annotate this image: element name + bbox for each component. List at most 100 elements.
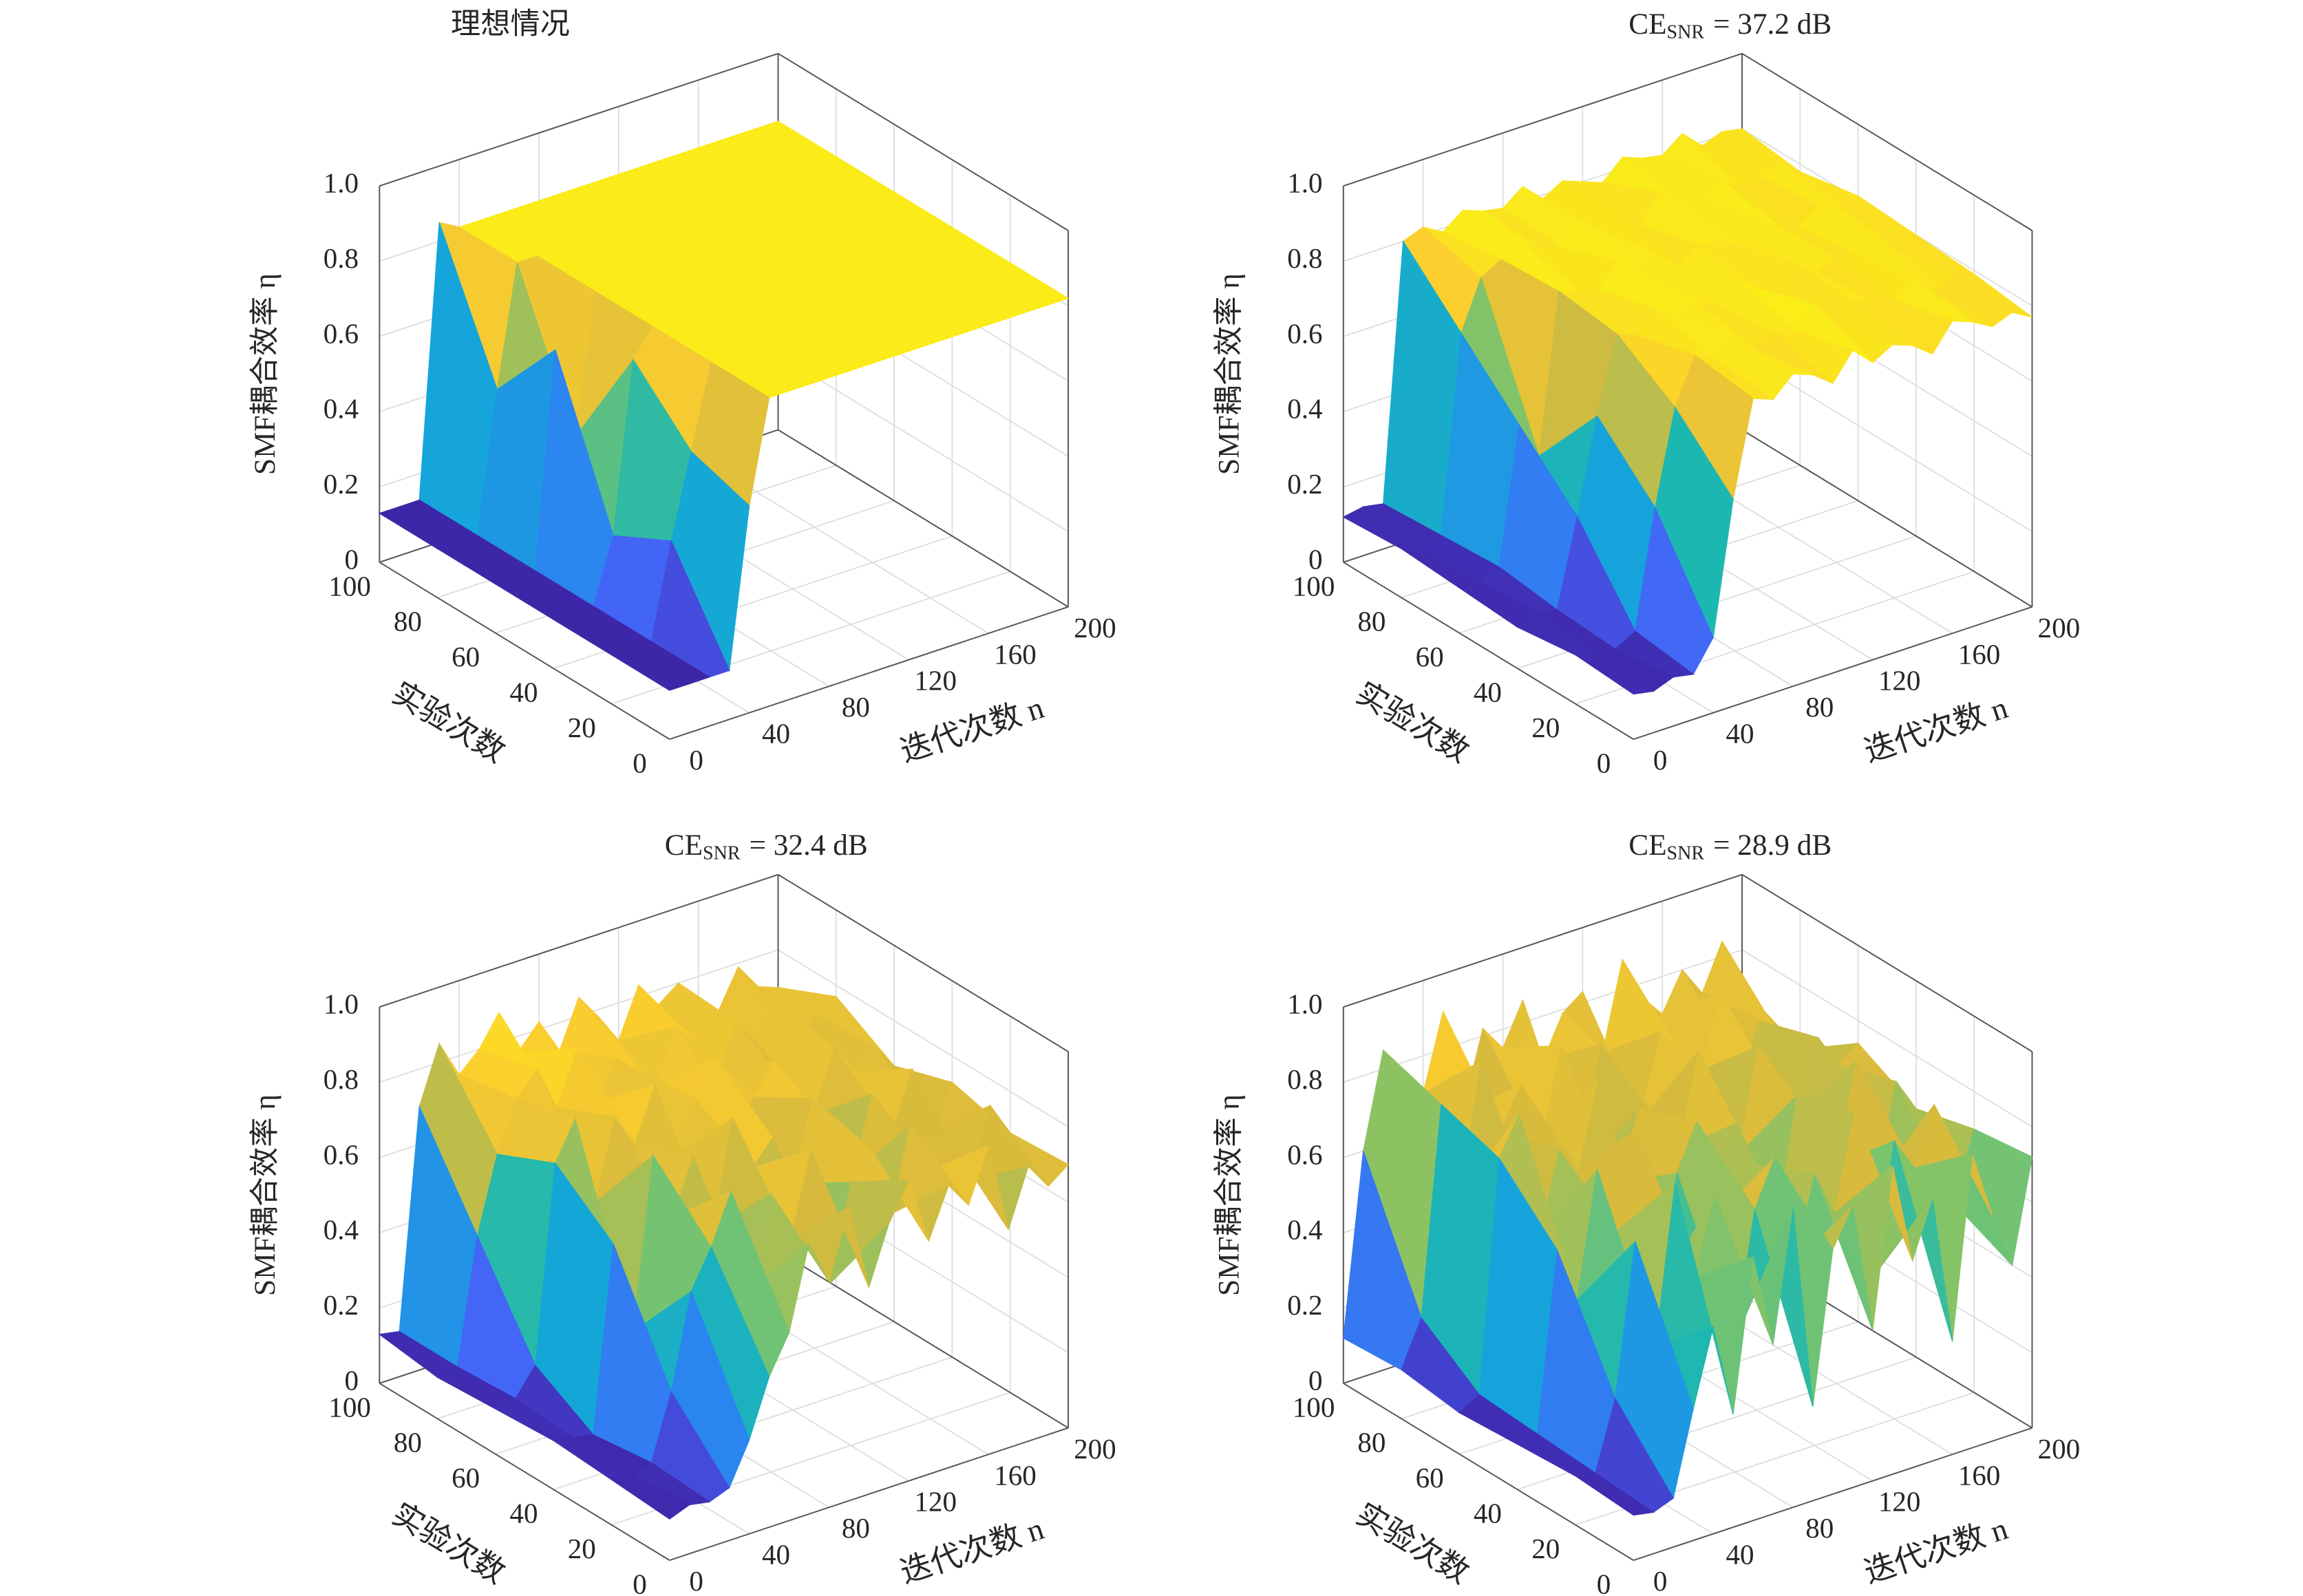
- title-subscript: SNR: [1667, 843, 1705, 864]
- title-main: CE: [1628, 829, 1666, 862]
- z-tick-label: 0.2: [1287, 468, 1322, 500]
- axis-box-edge: [379, 873, 778, 1008]
- grid-line: [1343, 949, 1743, 1083]
- x-tick-label: 200: [2038, 612, 2081, 643]
- axis-box-edge: [1741, 873, 2033, 1052]
- axis-box-edge: [778, 429, 1069, 608]
- x-tick-label: 120: [1878, 665, 1921, 696]
- y-tick-label: 40: [509, 677, 538, 708]
- y-tick-label: 60: [452, 641, 480, 672]
- y-tick-label: 80: [1357, 1427, 1386, 1458]
- y-tick-label: 100: [1293, 1391, 1335, 1423]
- y-axis-line: [379, 562, 670, 740]
- title-subscript: SNR: [1667, 22, 1705, 43]
- panel: 00.20.40.60.81.0020406080100040801201602…: [248, 829, 1116, 1596]
- y-axis-label: 实验次数: [1350, 1497, 1475, 1590]
- grid-line: [1741, 949, 2033, 1128]
- title-main: CE: [1628, 8, 1666, 41]
- y-tick-label: 60: [1416, 641, 1444, 672]
- y-tick-label: 0: [633, 1568, 647, 1596]
- x-tick-label: 120: [914, 665, 957, 696]
- y-tick-label: 20: [568, 1533, 596, 1564]
- x-axis-label: 迭代次数 n: [1860, 1511, 2011, 1590]
- x-axis-label: 迭代次数 n: [1860, 690, 2011, 769]
- z-tick-label: 0: [1308, 1364, 1323, 1396]
- title-rest: = 37.2 dB: [1713, 8, 1832, 41]
- x-tick-label: 200: [1074, 612, 1116, 643]
- z-tick-label: 0.4: [1287, 393, 1322, 425]
- title-rest: = 28.9 dB: [1713, 829, 1832, 862]
- y-tick-label: 20: [1531, 1533, 1560, 1564]
- x-tick-label: 0: [689, 744, 703, 776]
- z-tick-label: 0.2: [1287, 1289, 1322, 1321]
- x-tick-label: 160: [1958, 638, 2001, 670]
- surface-cell: [610, 1476, 690, 1520]
- z-tick-label: 0: [1308, 543, 1323, 575]
- chart-title: CESNR = 37.2 dB: [1628, 8, 1832, 43]
- y-tick-label: 40: [1474, 677, 1502, 708]
- y-tick-label: 20: [1531, 712, 1560, 743]
- z-tick-label: 0.2: [323, 1289, 359, 1321]
- grid-line: [778, 354, 1069, 533]
- z-tick-label: 0.4: [323, 393, 359, 425]
- y-axis-label: 实验次数: [386, 1497, 511, 1590]
- axis-box-edge: [1741, 52, 2033, 231]
- surface-cell: [1574, 1472, 1655, 1516]
- y-tick-label: 80: [394, 606, 422, 637]
- grid-line: [1741, 354, 2033, 533]
- y-axis-line: [1343, 562, 1634, 740]
- y-tick-label: 60: [452, 1462, 480, 1493]
- z-tick-label: 0.6: [1287, 317, 1322, 349]
- x-axis-label: 迭代次数 n: [896, 1511, 1048, 1590]
- chart-title: 理想情况: [451, 8, 570, 41]
- z-tick-label: 0.8: [1287, 242, 1322, 274]
- y-tick-label: 0: [1597, 747, 1611, 778]
- y-tick-label: 80: [1357, 606, 1386, 637]
- y-tick-label: 40: [1474, 1498, 1502, 1529]
- z-tick-label: 0: [345, 543, 359, 575]
- x-tick-label: 160: [1958, 1459, 2001, 1491]
- x-tick-label: 120: [914, 1486, 957, 1518]
- title-rest: = 32.4 dB: [750, 829, 868, 862]
- axis-box-edge: [778, 52, 1069, 231]
- y-tick-label: 60: [1416, 1462, 1444, 1493]
- y-axis-line: [1343, 1383, 1634, 1561]
- z-tick-label: 1.0: [323, 167, 359, 199]
- y-axis-line: [379, 1383, 670, 1561]
- axis-box-edge: [379, 52, 778, 187]
- z-tick-label: 0.2: [323, 468, 359, 500]
- z-tick-label: 0.8: [323, 242, 359, 274]
- x-tick-label: 160: [994, 638, 1037, 670]
- y-axis-label: 实验次数: [1350, 676, 1475, 769]
- x-tick-label: 40: [1726, 1539, 1754, 1571]
- z-axis-label: SMF耦合效率 η: [1213, 1094, 1246, 1296]
- z-tick-label: 0.6: [1287, 1138, 1322, 1170]
- panel: 00.20.40.60.81.0020406080100040801201602…: [1213, 829, 2081, 1596]
- x-tick-label: 200: [1074, 1433, 1116, 1465]
- grid-line: [778, 949, 1069, 1128]
- x-tick-label: 40: [1726, 718, 1754, 749]
- y-tick-label: 40: [509, 1498, 538, 1529]
- title-subscript: SNR: [703, 843, 741, 864]
- x-axis-label: 迭代次数 n: [896, 690, 1048, 769]
- x-tick-label: 40: [762, 1539, 790, 1571]
- x-tick-label: 80: [842, 691, 870, 723]
- x-axis-line: [669, 1427, 1069, 1562]
- chart-title: CESNR = 32.4 dB: [665, 829, 868, 864]
- axis-box-edge: [1343, 873, 1743, 1008]
- z-tick-label: 0.8: [323, 1063, 359, 1095]
- panel: 00.20.40.60.81.0020406080100040801201602…: [248, 8, 1116, 779]
- z-axis-label: SMF耦合效率 η: [248, 1094, 282, 1296]
- x-tick-label: 160: [994, 1459, 1037, 1491]
- x-tick-label: 200: [2038, 1433, 2081, 1465]
- x-tick-label: 120: [1878, 1486, 1921, 1518]
- x-axis-line: [1633, 1427, 2033, 1562]
- z-axis-label: SMF耦合效率 η: [248, 273, 282, 475]
- x-tick-label: 0: [1653, 1565, 1668, 1596]
- x-tick-label: 0: [1653, 744, 1668, 776]
- surface-cell: [610, 648, 691, 691]
- x-tick-label: 40: [762, 718, 790, 749]
- z-tick-label: 0.4: [1287, 1214, 1322, 1246]
